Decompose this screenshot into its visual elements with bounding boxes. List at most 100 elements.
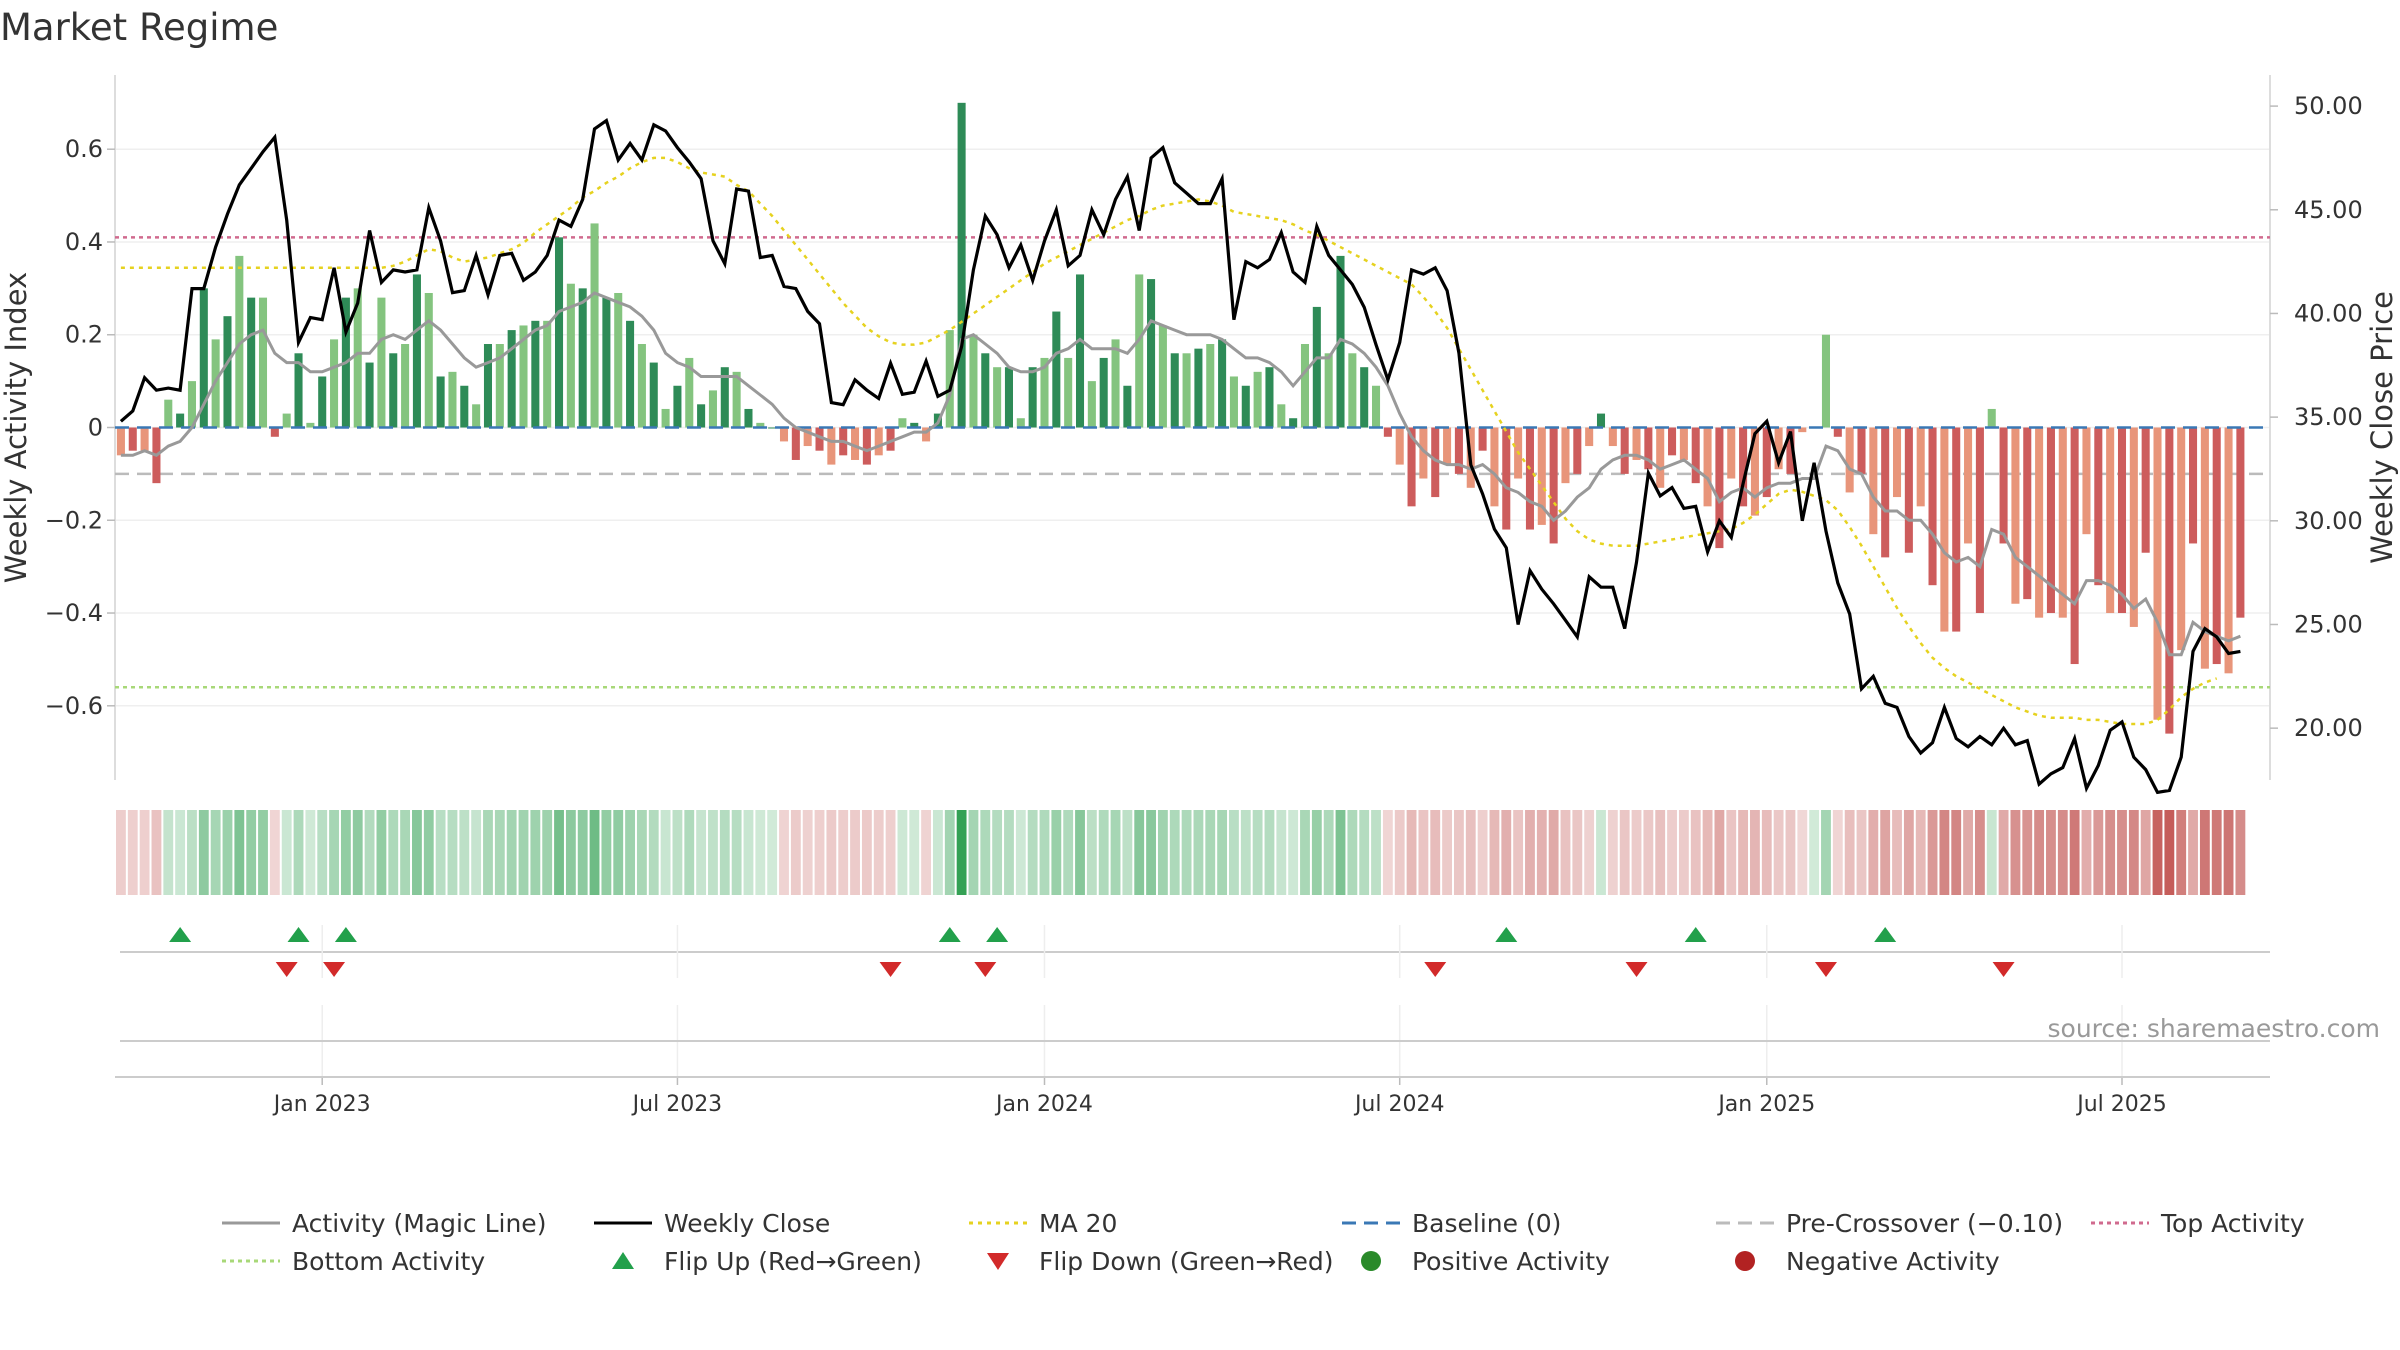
activity-bar [2177,427,2186,651]
legend-dot-icon [1361,1251,1381,1271]
heatmap-cell [518,810,529,895]
heatmap-cell [909,810,920,895]
heatmap-cell [1572,810,1583,895]
heatmap-cell [577,810,588,895]
activity-bar [2189,427,2198,544]
legend-baseline: Baseline (0) [1338,1205,1561,1241]
heatmap-cell [1098,810,1109,895]
legend-bottom-activity: Bottom Activity [218,1243,485,1279]
heatmap-cell [814,810,825,895]
heatmap-cell [1643,810,1654,895]
y-tick-label: −0.2 [45,506,103,534]
magic-line [120,291,2241,657]
activity-bar [247,297,256,428]
legend-magic-line: Activity (Magic Line) [218,1205,546,1241]
activity-bar [1277,404,1286,428]
heatmap-cell [956,810,967,895]
y2-tick-label: 50.00 [2294,92,2363,120]
heatmap-cell [317,810,328,895]
activity-bar [2129,427,2138,627]
activity-bar [1052,311,1061,428]
activity-bar [614,292,623,428]
activity-bar [270,427,279,437]
activity-bar [306,422,315,428]
legend-line-swatch [222,1221,280,1225]
activity-bar [436,376,445,428]
y-tick-label: −0.6 [45,692,103,720]
activity-bar [661,408,670,428]
chart-title: Market Regime [0,6,279,49]
flip-down-marker [1814,962,1837,977]
activity-bar [424,292,433,428]
heatmap-cell [1844,810,1855,895]
heatmap-cell [1169,810,1180,895]
activity-bar [1537,427,1546,525]
activity-bar [1644,427,1653,470]
heatmap-cell [1015,810,1026,895]
heatmap-cell [471,810,482,895]
activity-bar [1608,427,1617,447]
heatmap-cell [2235,810,2246,895]
heatmap-cell [1738,810,1749,895]
activity-bar [1028,367,1037,428]
heatmap-cell [1536,810,1547,895]
activity-bar [176,413,185,428]
activity-bar [1360,367,1369,428]
heatmap-cell [1525,810,1535,895]
activity-bar [1964,427,1973,544]
heatmap-cell [755,810,766,895]
legend-label: Flip Up (Red→Green) [664,1246,922,1276]
heatmap-cell [613,810,624,895]
activity-bar [1904,427,1913,553]
heatmap-cell [305,810,316,895]
heatmap-cell [1122,810,1133,895]
activity-bar [1715,427,1724,549]
activity-bar [460,385,469,428]
activity-bar [1620,427,1629,474]
activity-bar [1135,274,1144,428]
x-tick-label: Jul 2023 [631,1092,723,1117]
heatmap-cell [1205,810,1216,895]
legend-triangle-icon [612,1252,634,1269]
legend-line-swatch [1342,1221,1400,1225]
heatmap-cell [139,810,150,895]
heatmap-cell [1039,810,1050,895]
activity-bar [1004,367,1013,428]
heatmap-cell [1714,810,1725,895]
activity-bar [1691,427,1700,484]
heatmap-cell [352,810,363,895]
activity-bar [1040,357,1049,428]
activity-bar [1845,427,1854,493]
heatmap-cell [459,810,470,895]
activity-bar [1099,357,1108,428]
heatmap-cell [2164,810,2175,895]
heatmap-cell [1773,810,1784,895]
heatmap-cell [1442,810,1452,895]
activity-bar [993,367,1002,428]
legend-label: Positive Activity [1412,1246,1610,1276]
activity-bar [199,288,208,428]
heatmap-cell [1252,810,1263,895]
heatmap-cell [2152,810,2163,895]
activity-bar [2023,427,2032,600]
heatmap-cell [1063,810,1074,895]
heatmap-cell [364,810,375,895]
activity-bar [566,283,575,428]
heatmap-cell [1157,810,1168,895]
heatmap-cell [1027,810,1038,895]
activity-bar [1857,427,1866,474]
activity-bar [1265,367,1274,428]
activity-bar [1478,427,1487,451]
activity-bar [981,353,990,428]
heatmap-cell [1359,810,1370,895]
legend-flip-up: Flip Up (Red→Green) [590,1243,922,1279]
heatmap-cell [1288,810,1299,895]
heatmap-cell [1821,810,1831,895]
heatmap-cell [1181,810,1192,895]
activity-bar [732,371,741,428]
flip-down-marker [879,962,902,977]
flip-up-marker [1495,927,1518,942]
activity-bar [1158,325,1167,428]
flip-up-marker [938,927,961,942]
activity-bar [673,385,682,428]
